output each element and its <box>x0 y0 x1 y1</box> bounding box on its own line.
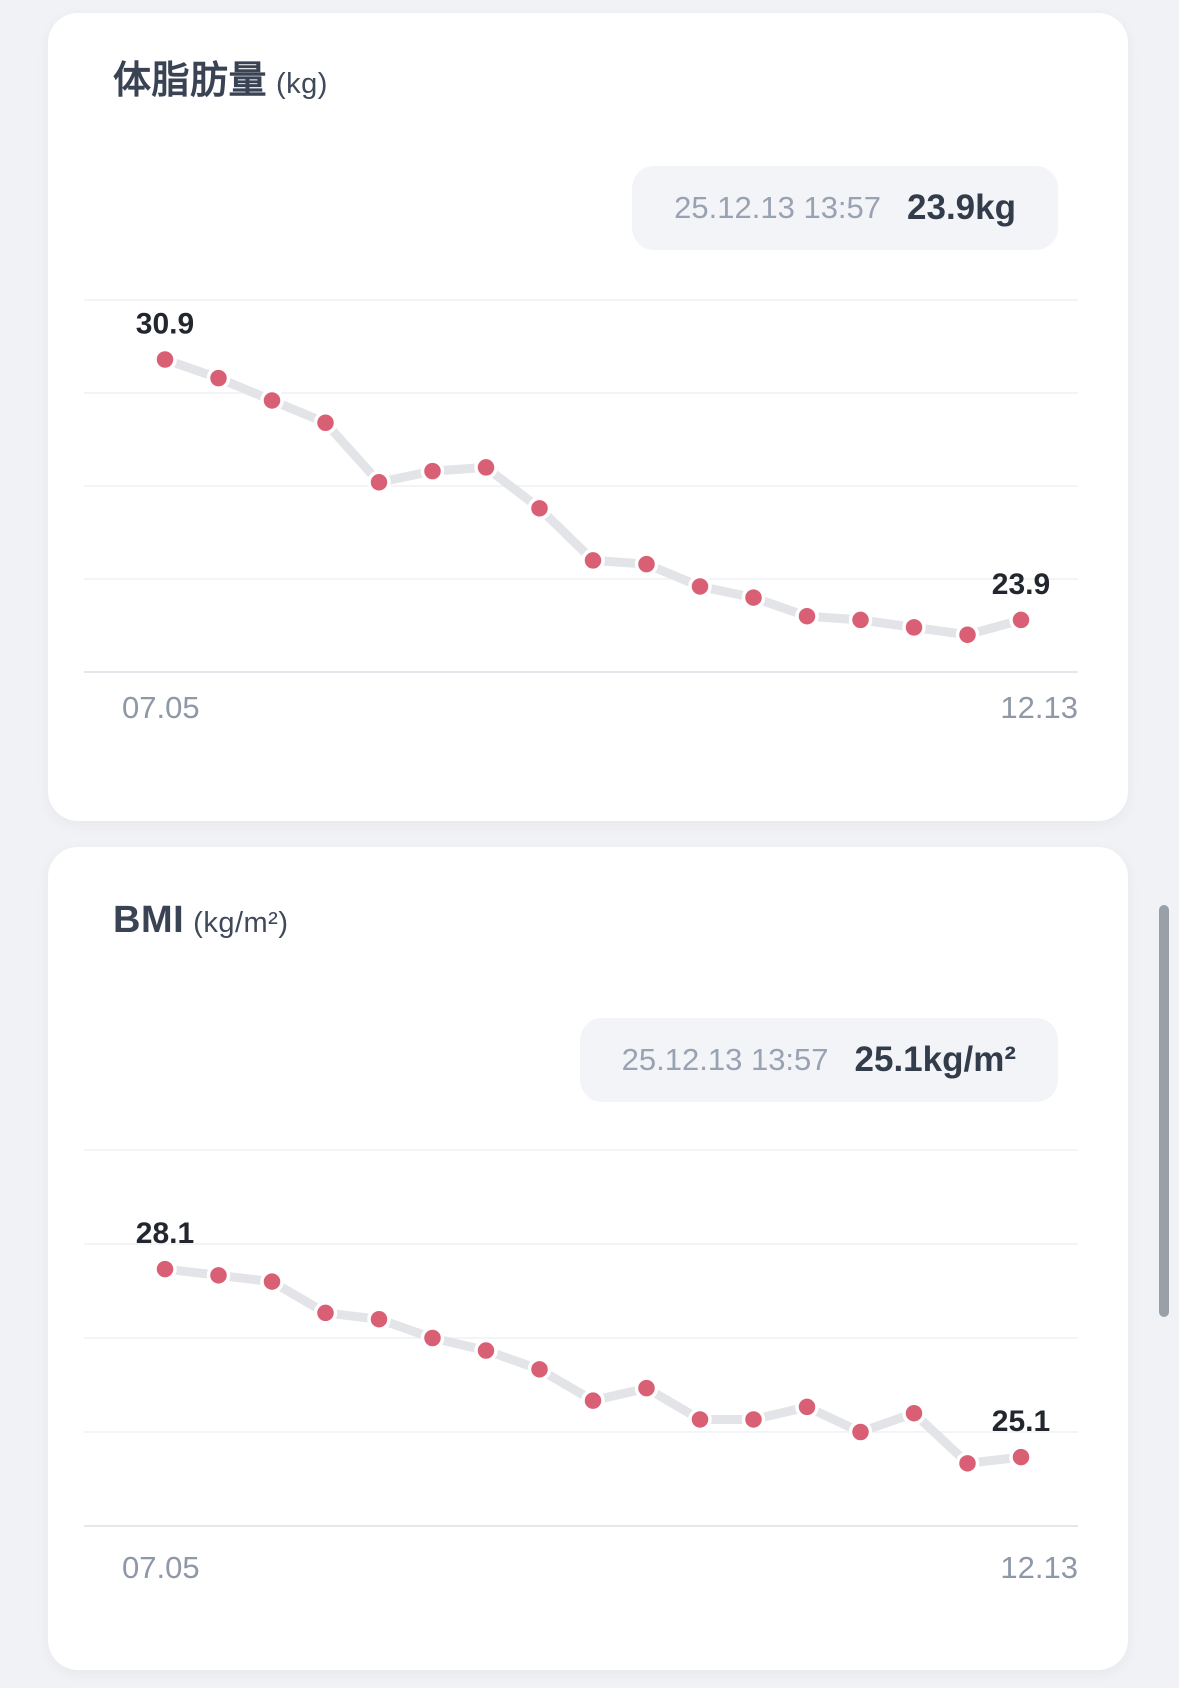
trend-line <box>160 1264 1026 1468</box>
last-point-label: 23.9 <box>992 568 1050 601</box>
data-point[interactable] <box>367 470 391 495</box>
data-point[interactable] <box>420 459 445 483</box>
data-point[interactable] <box>955 623 980 647</box>
data-point[interactable] <box>420 1326 445 1350</box>
data-point[interactable] <box>902 1401 926 1425</box>
data-point[interactable] <box>206 1263 231 1288</box>
tooltip-datetime: 25.12.13 13:57 <box>674 190 882 225</box>
data-point[interactable] <box>795 1395 819 1419</box>
data-point[interactable] <box>634 552 659 576</box>
tooltip-value: 25.1kg/m² <box>854 1040 1016 1079</box>
metric-name: BMI <box>113 899 185 941</box>
data-point[interactable] <box>634 1376 659 1400</box>
tooltip-datetime: 25.12.13 13:57 <box>621 1042 829 1077</box>
metric-unit: (kg/m²) <box>193 907 289 939</box>
data-point[interactable] <box>688 574 712 599</box>
data-point[interactable] <box>313 411 338 435</box>
body-fat-card: 体脂肪量 (kg) 25.12.13 13:57 23.9kg 30.9 23.9 0… <box>48 13 1128 821</box>
tooltip-badge: 25.12.13 13:57 25.1kg/m² <box>579 1018 1058 1102</box>
x-axis-label-start: 07.05 <box>122 1550 200 1585</box>
data-point[interactable] <box>581 548 605 573</box>
data-point[interactable] <box>688 1407 712 1432</box>
data-point[interactable] <box>474 455 498 480</box>
data-point[interactable] <box>260 388 284 413</box>
data-point[interactable] <box>260 1269 284 1294</box>
data-point[interactable] <box>795 604 819 628</box>
first-point-label: 30.9 <box>136 308 194 341</box>
tooltip-badge: 25.12.13 13:57 23.9kg <box>632 166 1058 250</box>
data-point[interactable] <box>153 347 177 372</box>
bmi-chart: 28.1 25.1 07.05 12.13 <box>84 1149 1078 1585</box>
data-point[interactable] <box>153 1257 177 1281</box>
scrollbar-thumb[interactable] <box>1159 905 1169 1317</box>
data-point[interactable] <box>581 1388 605 1413</box>
data-point[interactable] <box>474 1338 498 1363</box>
metric-unit: (kg) <box>276 68 328 100</box>
data-point[interactable] <box>902 615 926 640</box>
data-point[interactable] <box>206 366 231 390</box>
data-point[interactable] <box>313 1301 338 1325</box>
data-point[interactable] <box>741 1407 766 1432</box>
last-point-label: 25.1 <box>992 1405 1050 1438</box>
trend-line <box>160 355 1026 640</box>
metric-name: 体脂肪量 <box>113 60 268 102</box>
x-axis-label-end: 12.13 <box>1000 1550 1078 1585</box>
data-point[interactable] <box>527 496 552 521</box>
x-axis-label-start: 07.05 <box>122 690 200 725</box>
x-axis-label-end: 12.13 <box>1000 690 1078 725</box>
data-point[interactable] <box>848 608 873 632</box>
data-point[interactable] <box>527 1357 552 1382</box>
bmi-card-title: BMI (kg/m²) <box>113 899 288 942</box>
bmi-card: BMI (kg/m²) 25.12.13 13:57 25.1kg/m² 28.1… <box>48 847 1128 1670</box>
data-point[interactable] <box>848 1420 873 1444</box>
data-point[interactable] <box>955 1451 980 1476</box>
data-point[interactable] <box>1009 1445 1033 1469</box>
body-fat-card-title: 体脂肪量 (kg) <box>113 49 328 104</box>
body-fat-chart: 30.9 23.9 07.05 12.13 <box>84 299 1078 725</box>
data-point[interactable] <box>367 1307 391 1331</box>
data-point[interactable] <box>741 585 766 610</box>
data-point[interactable] <box>1009 608 1033 632</box>
first-point-label: 28.1 <box>136 1217 194 1250</box>
tooltip-value: 23.9kg <box>907 188 1016 227</box>
